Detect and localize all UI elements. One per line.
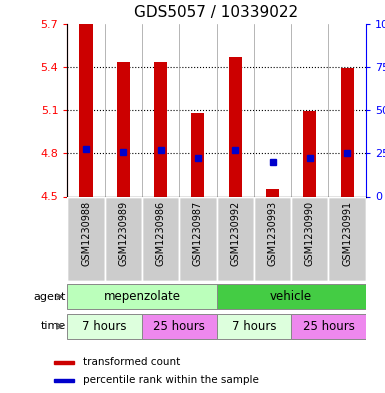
Bar xyxy=(341,68,354,196)
Bar xyxy=(266,189,279,196)
Text: GSM1230991: GSM1230991 xyxy=(342,201,352,266)
Bar xyxy=(216,285,366,309)
Bar xyxy=(328,196,366,281)
Bar xyxy=(55,379,74,382)
Bar xyxy=(67,285,216,309)
Text: 7 hours: 7 hours xyxy=(232,320,276,333)
Text: 7 hours: 7 hours xyxy=(82,320,127,333)
Bar xyxy=(291,196,328,281)
Text: GSM1230992: GSM1230992 xyxy=(230,201,240,266)
Bar xyxy=(142,196,179,281)
Title: GDS5057 / 10339022: GDS5057 / 10339022 xyxy=(134,5,299,20)
Text: GSM1230990: GSM1230990 xyxy=(305,201,315,266)
Bar xyxy=(216,314,291,338)
Text: percentile rank within the sample: percentile rank within the sample xyxy=(83,375,259,385)
Text: GSM1230988: GSM1230988 xyxy=(81,201,91,266)
Bar xyxy=(303,112,316,196)
Bar xyxy=(67,196,105,281)
Bar xyxy=(117,62,130,196)
Bar xyxy=(154,62,167,196)
Bar xyxy=(191,113,204,196)
Text: mepenzolate: mepenzolate xyxy=(104,290,181,303)
Bar xyxy=(105,196,142,281)
Bar xyxy=(229,57,242,196)
Bar xyxy=(67,314,142,338)
Bar xyxy=(216,196,254,281)
Bar xyxy=(254,196,291,281)
Text: GSM1230987: GSM1230987 xyxy=(193,201,203,266)
Bar xyxy=(179,196,216,281)
Bar xyxy=(55,361,74,364)
Text: time: time xyxy=(40,321,65,331)
Text: 25 hours: 25 hours xyxy=(303,320,354,333)
Bar xyxy=(291,314,366,338)
Text: GSM1230986: GSM1230986 xyxy=(156,201,166,266)
Bar xyxy=(79,24,92,196)
Text: GSM1230993: GSM1230993 xyxy=(268,201,278,266)
Text: 25 hours: 25 hours xyxy=(153,320,205,333)
Bar xyxy=(142,314,216,338)
Text: transformed count: transformed count xyxy=(83,356,180,367)
Text: agent: agent xyxy=(33,292,65,302)
Text: GSM1230989: GSM1230989 xyxy=(118,201,128,266)
Text: vehicle: vehicle xyxy=(270,290,312,303)
